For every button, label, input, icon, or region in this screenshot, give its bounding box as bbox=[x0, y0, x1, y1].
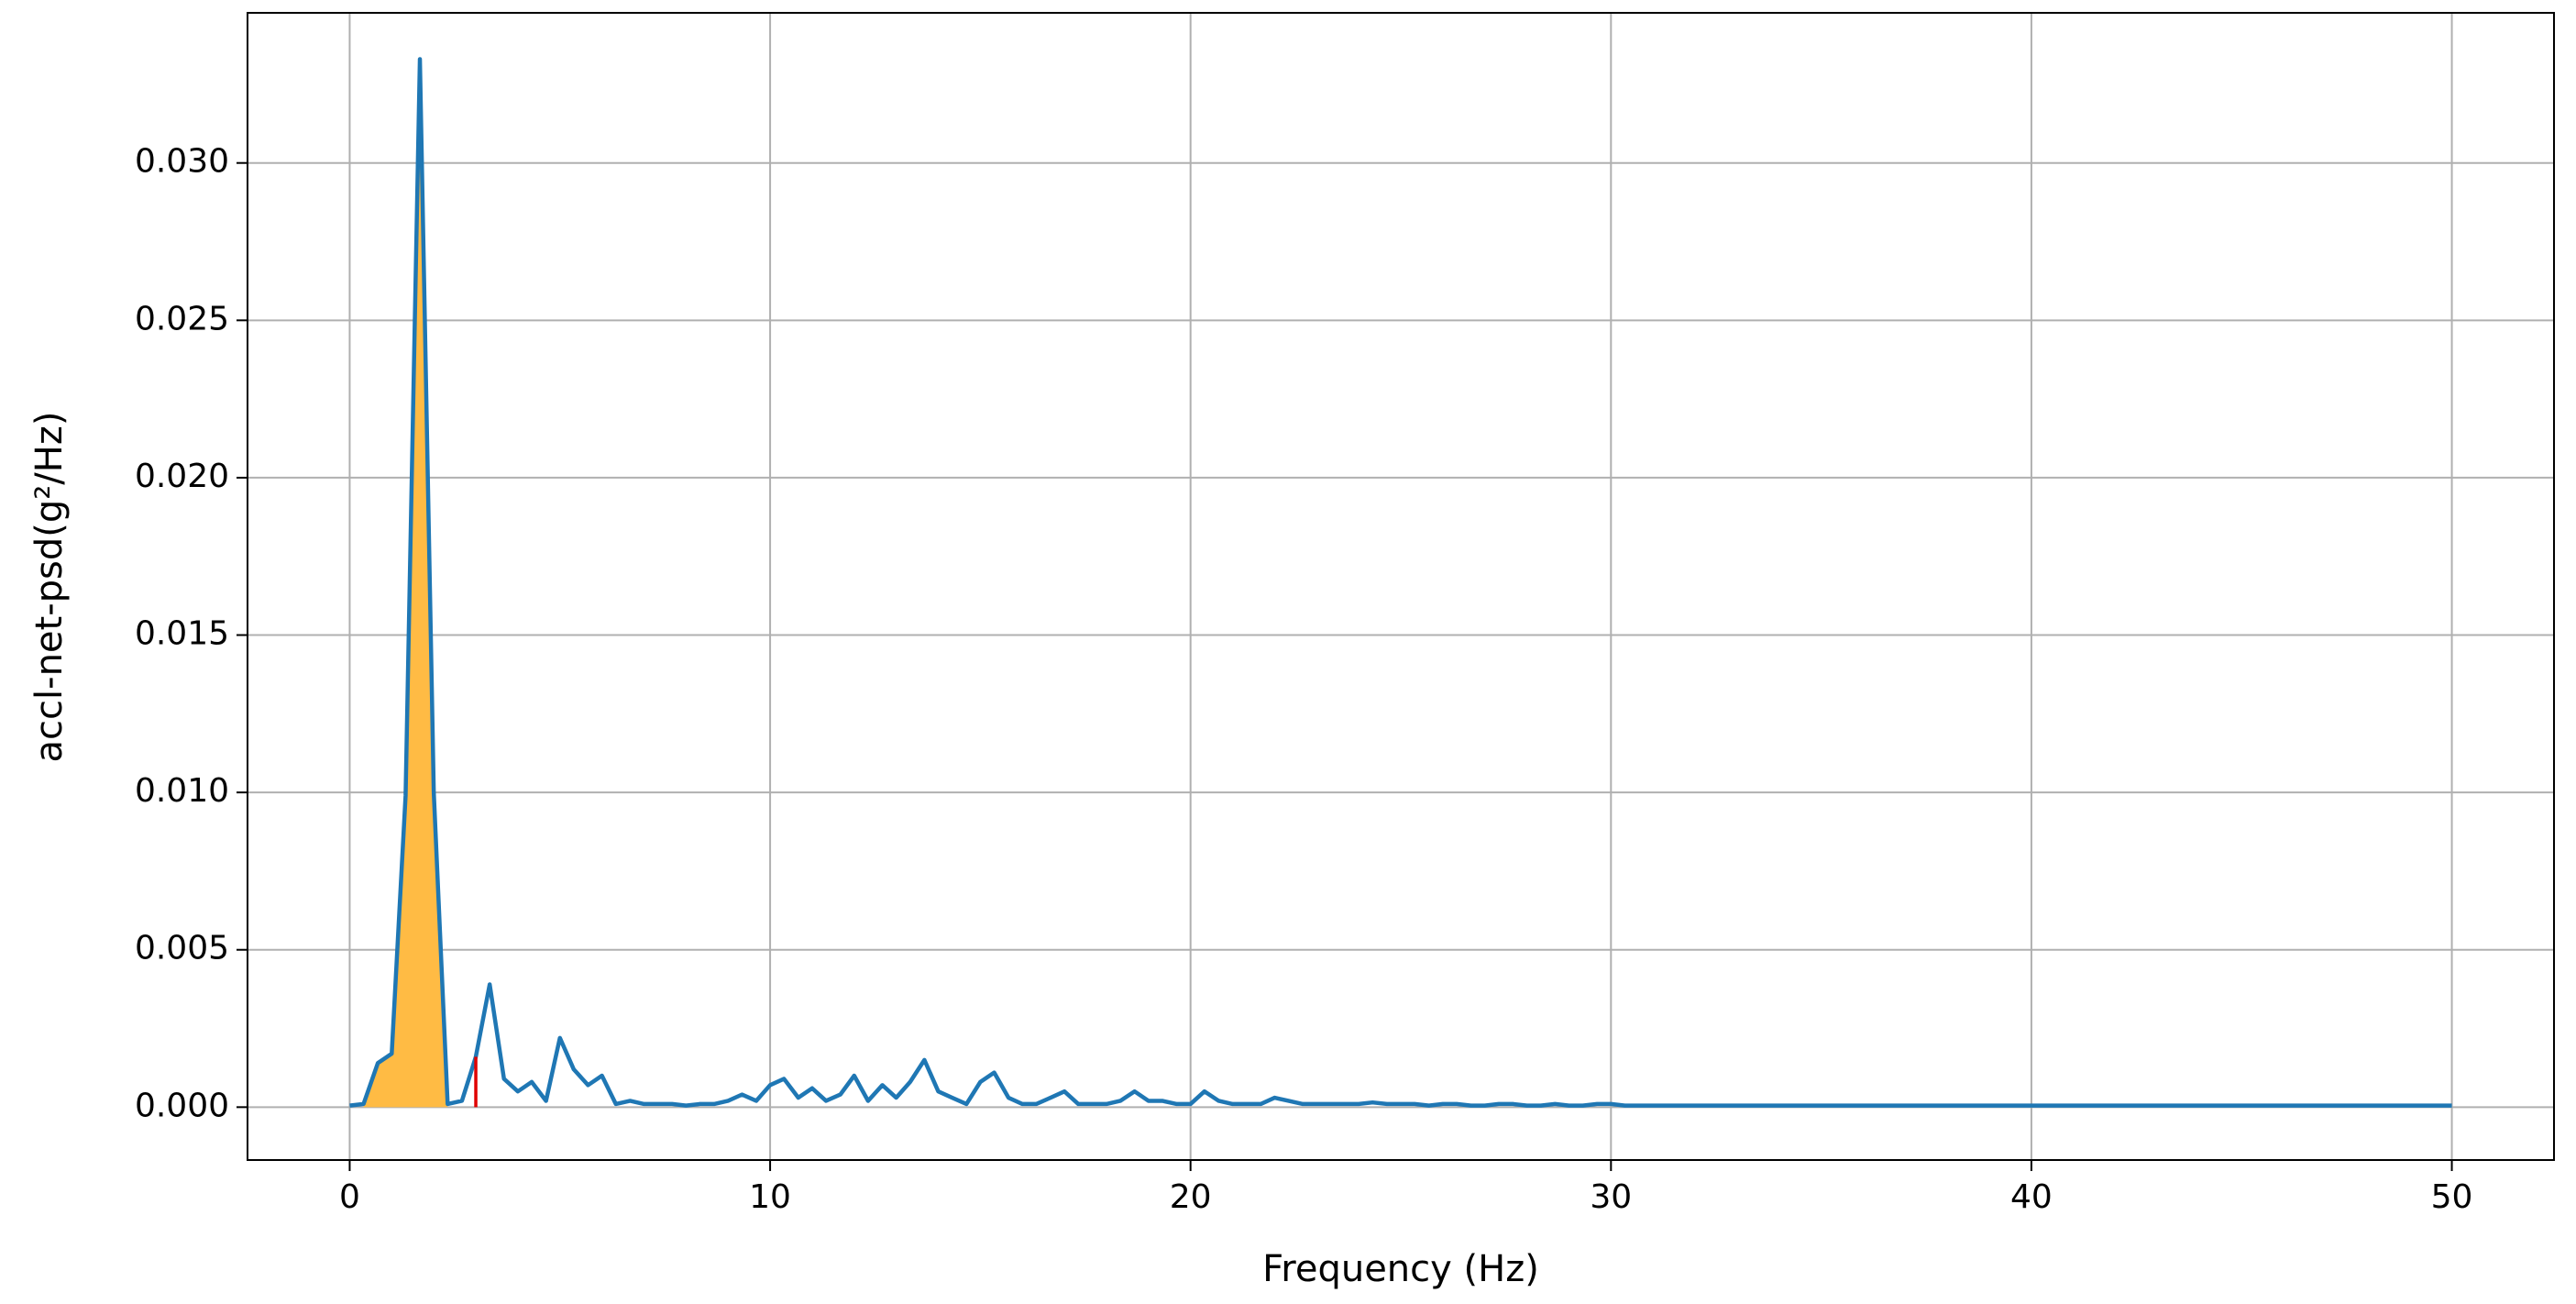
y-tick-label: 0.015 bbox=[135, 615, 229, 653]
y-tick-label: 0.005 bbox=[135, 930, 229, 967]
x-tick-label: 50 bbox=[2431, 1178, 2473, 1216]
x-tick-label: 30 bbox=[1590, 1178, 1632, 1216]
y-tick-label: 0.025 bbox=[135, 300, 229, 337]
x-tick-label: 10 bbox=[749, 1178, 791, 1216]
x-axis-title: Frequency (Hz) bbox=[1262, 1248, 1539, 1290]
plot-frame bbox=[247, 12, 2555, 1161]
filled-area bbox=[363, 59, 448, 1108]
y-tick-label: 0.020 bbox=[135, 458, 229, 495]
y-tick-label: 0.000 bbox=[135, 1087, 229, 1124]
y-axis-title: accl-net-psd(g²/Hz) bbox=[28, 412, 71, 763]
y-tick-label: 0.030 bbox=[135, 143, 229, 181]
x-tick-label: 20 bbox=[1170, 1178, 1212, 1216]
series-line bbox=[349, 57, 2452, 1108]
x-tick-label: 40 bbox=[2010, 1178, 2053, 1216]
x-tick-label: 0 bbox=[339, 1178, 360, 1216]
y-tick-label: 0.010 bbox=[135, 772, 229, 810]
